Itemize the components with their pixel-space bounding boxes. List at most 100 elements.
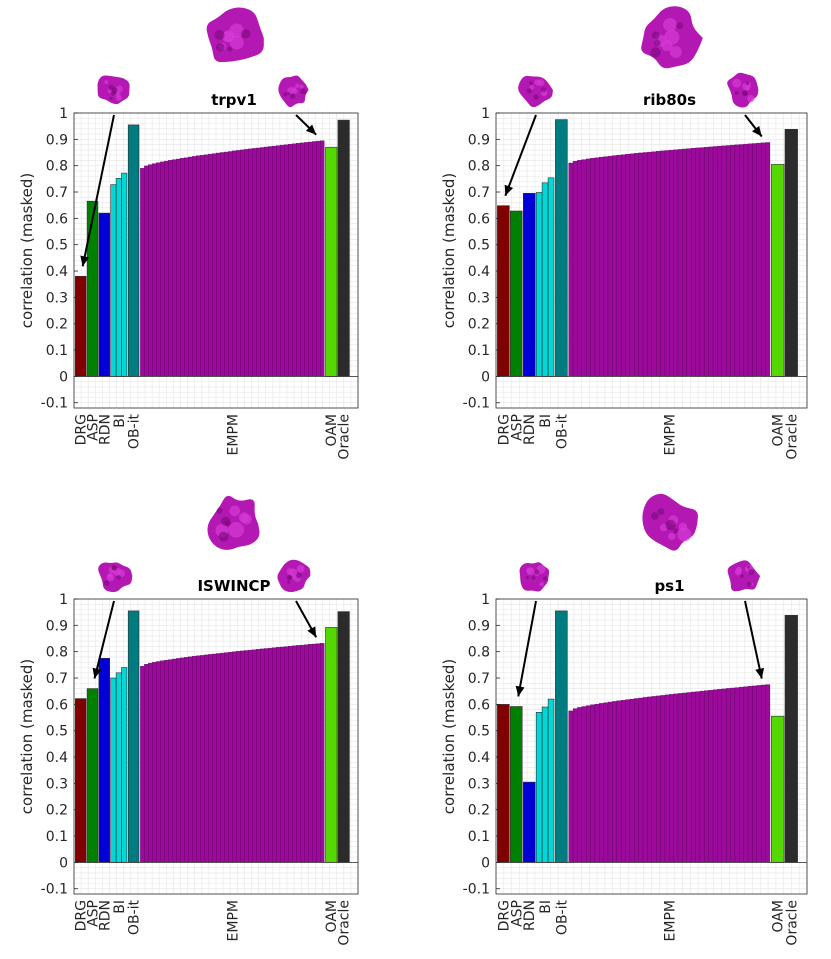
density-map-empm-best-shade [287,580,291,584]
bar-empm [625,154,631,377]
bar-empm [208,654,213,863]
y-tick-label: 0.1 [46,343,68,359]
arrow-empm-best [295,114,317,136]
bar-asp [86,688,99,863]
bar-asp [86,200,99,377]
bar-empm [256,649,261,863]
bar-empm [603,156,609,377]
bar-empm [304,142,309,377]
density-map-oracle-highlight [669,46,682,59]
y-tick-label: 0.6 [468,211,490,227]
x-tick-label: OAM [324,900,340,932]
bar-empm [252,148,257,377]
density-map-empm-best-shade [746,581,752,587]
bars [75,610,350,863]
bar-empm [212,653,217,863]
bar-empm [300,142,305,377]
bar-empm [726,688,731,863]
y-axis-label: correlation (masked) [18,659,36,814]
bar-empm [616,700,622,863]
bar-oracle [337,119,350,377]
x-tick-label: EMPM [225,900,241,941]
bar-empm [204,154,209,377]
density-map-oracle-shade [665,519,676,531]
bar-drg [75,698,87,863]
y-tick-label: 0.6 [46,697,68,713]
y-tick-label: 0.6 [46,211,68,227]
chart-title: ps1 [654,577,684,595]
bar-empm [677,149,683,377]
x-tick-label: RDN [522,900,538,931]
density-map-oracle-highlight [667,532,676,541]
density-map-empm-best-shade [734,91,739,95]
density-map-empm-best-shade [746,565,750,569]
density-map-drg-body [518,75,553,108]
bar-empm [200,155,205,377]
x-tick-label: EMPM [225,414,241,455]
y-tick-label: 0.7 [468,185,490,201]
bar-empm [568,710,574,863]
bar-empm [144,664,149,863]
bar-bi [547,177,555,377]
y-tick-label: 0.5 [468,238,490,254]
density-map-oracle-highlight [677,527,692,542]
density-map-empm-best-highlight [286,568,294,575]
arrow-drg-head [504,184,514,196]
arrow-empm-best [295,600,318,638]
density-map-oracle-shade [653,39,661,47]
bar-empm [743,686,749,863]
arrow-asp-shaft [517,600,537,697]
bar-empm [743,143,749,377]
bar-empm [568,162,574,377]
density-map-oracle-shade [215,42,225,52]
x-tick-label: BI [538,414,554,428]
x-tick-label: OB-it [127,413,143,449]
density-map-oracle [207,495,260,550]
density-map-empm-best [278,75,309,108]
bar-bi [110,677,117,863]
y-tick-label: 0.3 [468,776,490,792]
bar-empm [236,651,241,863]
bar-empm [164,660,169,863]
bar-empm [691,148,696,377]
density-map-oracle-shade [240,29,251,39]
density-map-empm-best-body [727,72,759,108]
bar-empm [664,694,670,863]
bar-empm [148,164,153,377]
density-map-empm-best-highlight [732,78,742,88]
bar-oam [771,164,785,377]
x-tick-label: DRG [74,900,90,931]
density-map-drg-shade [109,96,113,101]
bar-empm [607,155,613,377]
y-tick-labels: -0.1 0 0.1 0.2 0.3 0.4 0.5 0.6 0.7 0.8 0.9 1 [463,106,500,412]
density-map-empm-best-shade [748,568,755,576]
bar-empm [739,144,744,377]
bar-empm [152,662,157,863]
density-map-empm-best-shade [289,93,296,99]
bar-empm [256,147,261,377]
density-map-empm-best [277,559,311,592]
bar-empm [144,165,149,377]
bar-empm [260,648,265,863]
bar-empm [176,158,181,377]
density-map-oracle-shade [650,512,659,520]
y-tick-label: 0.5 [468,724,490,740]
bar-empm [625,699,631,863]
bar-ob-it [555,119,568,377]
density-map-empm-best-shade [296,572,302,579]
bar-empm [188,656,193,863]
chart-panel-ISWINCP: -0.1 0 0.1 0.2 0.3 0.4 0.5 0.6 0.7 0.8 0.9 1 correla… [18,495,359,946]
bar-bi [115,178,122,377]
bar-drg [75,275,87,377]
y-tick-label: 0.1 [468,829,490,845]
y-tick-label: -0.1 [463,882,490,898]
x-tick-label: Oracle [784,414,800,460]
density-map-empm-best-highlight [299,84,304,89]
bar-empm [216,653,221,863]
bar-empm [581,159,587,377]
bar-empm [730,144,736,377]
bar-empm [312,141,317,377]
y-tick-label: 0.8 [468,159,490,175]
density-map-oracle-highlight [229,505,241,517]
